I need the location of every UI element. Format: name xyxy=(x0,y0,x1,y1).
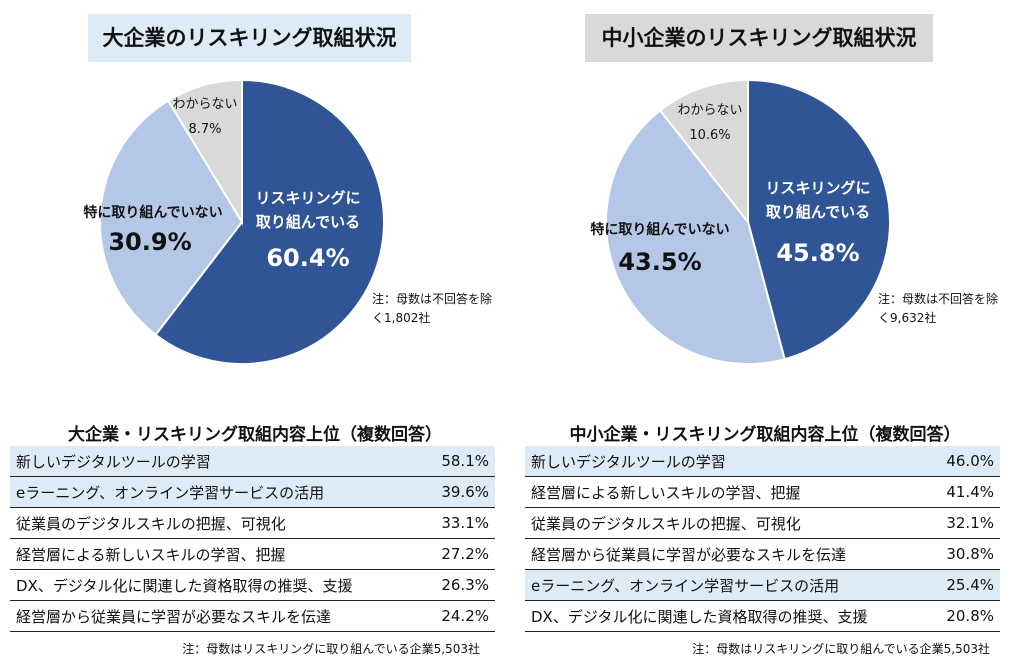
label-reskilling-sme: リスキリングに 取り組んでいる xyxy=(765,179,871,221)
item-value: 32.1% xyxy=(908,507,1000,539)
value-not-sme: 43.5% xyxy=(618,248,702,276)
table-row: 経営層による新しいスキルの学習、把握 41.4% xyxy=(525,476,1000,508)
item-label: eラーニング、オンライン学習サービスの活用 xyxy=(10,476,403,508)
item-label: 従業員のデジタルスキルの把握、可視化 xyxy=(525,507,908,539)
item-value: 30.8% xyxy=(908,538,1000,570)
table-title-sme: 中小企業・リスキリング取組内容上位（複数回答） xyxy=(569,425,961,445)
pie-slice-large-2 xyxy=(166,78,243,226)
item-label: 経営層による新しいスキルの学習、把握 xyxy=(10,538,403,570)
value-reskilling-sme: 45.8% xyxy=(776,239,860,267)
item-value: 25.4% xyxy=(908,569,1000,601)
label-unknown-large: わからない xyxy=(172,97,238,112)
item-value: 46.0% xyxy=(908,446,1000,477)
table-row: 新しいデジタルツールの学習 58.1% xyxy=(10,446,495,477)
value-unknown-large: 8.7% xyxy=(188,122,222,137)
note-large-table: 注：母数はリスキリングに取り組んでいる企業5,503社 xyxy=(182,642,480,656)
item-label: 従業員のデジタルスキルの把握、可視化 xyxy=(10,507,403,539)
item-value: 33.1% xyxy=(403,507,495,539)
label-unknown-sme: わからない xyxy=(677,103,743,118)
pie-slice-sme-2 xyxy=(658,78,749,225)
item-label: eラーニング、オンライン学習サービスの活用 xyxy=(525,569,908,601)
item-label: 経営層から従業員に学習が必要なスキルを伝達 xyxy=(10,600,403,632)
item-label: 新しいデジタルツールの学習 xyxy=(10,446,403,477)
label-not-sme: 特に取り組んでいない xyxy=(590,222,730,238)
item-label: 新しいデジタルツールの学習 xyxy=(525,446,908,477)
item-label: 経営層による新しいスキルの学習、把握 xyxy=(525,476,908,508)
table-row: 経営層から従業員に学習が必要なスキルを伝達 24.2% xyxy=(10,600,495,632)
table-row: DX、デジタル化に関連した資格取得の推奨、支援 26.3% xyxy=(10,569,495,601)
item-label: DX、デジタル化に関連した資格取得の推奨、支援 xyxy=(525,600,908,632)
table-row: 従業員のデジタルスキルの把握、可視化 33.1% xyxy=(10,507,495,539)
note-sme-table: 注：母数はリスキリングに取り組んでいる企業5,503社 xyxy=(692,642,990,656)
item-label: DX、デジタル化に関連した資格取得の推奨、支援 xyxy=(10,569,403,601)
item-value: 41.4% xyxy=(908,476,1000,508)
label-reskilling-large: リスキリングに 取り組んでいる xyxy=(255,189,361,231)
pie-title-large: 大企業のリスキリング取組状況 xyxy=(88,14,411,62)
table-row: eラーニング、オンライン学習サービスの活用 25.4% xyxy=(525,569,1000,601)
pie-slice-sme-0 xyxy=(747,78,891,361)
pie-slice-large-0 xyxy=(154,78,385,365)
table-large: 新しいデジタルツールの学習 58.1% eラーニング、オンライン学習サービスの活用 3… xyxy=(10,446,495,632)
table-row: 新しいデジタルツールの学習 46.0% xyxy=(525,446,1000,477)
value-reskilling-large: 60.4% xyxy=(266,244,350,272)
table-row: 従業員のデジタルスキルの把握、可視化 32.1% xyxy=(525,507,1000,539)
value-not-large: 30.9% xyxy=(108,228,192,256)
pie-charts xyxy=(99,78,891,365)
table-row: 経営層から従業員に学習が必要なスキルを伝達 30.8% xyxy=(525,538,1000,570)
label-not-large: 特に取り組んでいない xyxy=(83,205,223,221)
item-value: 27.2% xyxy=(403,538,495,570)
table-sme: 新しいデジタルツールの学習 46.0% 経営層による新しいスキルの学習、把握 41.4… xyxy=(525,446,1000,632)
item-value: 26.3% xyxy=(403,569,495,601)
pie-title-sme: 中小企業のリスキリング取組状況 xyxy=(585,14,933,62)
item-value: 58.1% xyxy=(403,446,495,477)
pie-slice-large-1 xyxy=(99,99,244,337)
table-title-large: 大企業・リスキリング取組内容上位（複数回答） xyxy=(68,425,442,445)
item-label: 経営層から従業員に学習が必要なスキルを伝達 xyxy=(525,538,908,570)
table-row: 経営層による新しいスキルの学習、把握 27.2% xyxy=(10,538,495,570)
pie-slice-sme-1 xyxy=(605,109,786,365)
item-value: 24.2% xyxy=(403,600,495,632)
table-row: eラーニング、オンライン学習サービスの活用 39.6% xyxy=(10,476,495,508)
value-unknown-sme: 10.6% xyxy=(689,128,731,143)
note-sme-pie: 注：母数は不回答を除く9,632社 xyxy=(878,292,999,325)
note-large-pie: 注：母数は不回答を除く1,802社 xyxy=(372,292,493,325)
item-value: 39.6% xyxy=(403,476,495,508)
item-value: 20.8% xyxy=(908,600,1000,632)
table-row: DX、デジタル化に関連した資格取得の推奨、支援 20.8% xyxy=(525,600,1000,632)
